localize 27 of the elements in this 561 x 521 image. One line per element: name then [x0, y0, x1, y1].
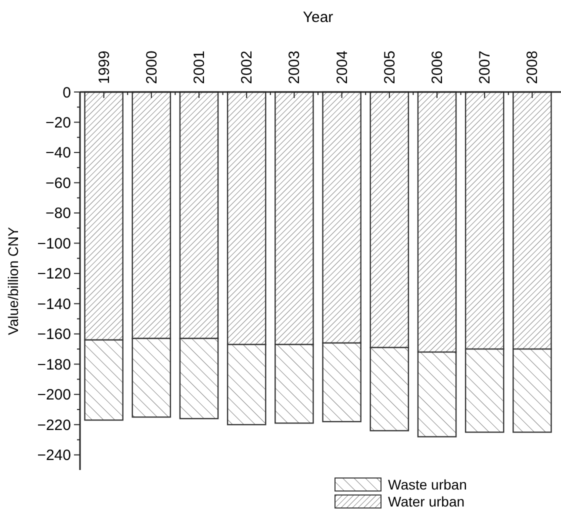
y-tick-label: −60 — [46, 174, 71, 192]
y-tick-label: −160 — [37, 326, 71, 344]
x-tick-label: 2002 — [238, 50, 256, 84]
y-tick-label: −100 — [37, 235, 71, 252]
y-tick-label: −120 — [37, 266, 71, 283]
x-tick-label: 2006 — [429, 50, 446, 84]
y-tick-label: −220 — [37, 416, 71, 434]
x-tick-label: 2001 — [191, 50, 208, 84]
y-tick-label: −240 — [37, 447, 71, 464]
x-tick-label: 2007 — [476, 50, 494, 84]
x-tick-label: 2005 — [381, 50, 398, 84]
x-tick-label: 1999 — [96, 50, 113, 84]
y-tick-label: −20 — [46, 114, 71, 132]
y-tick-label: −200 — [37, 386, 71, 404]
y-tick-label: −140 — [37, 296, 71, 313]
x-tick-label: 2008 — [524, 50, 542, 84]
y-axis-title: Value/billion CNY — [5, 226, 21, 335]
x-tick-label: 2004 — [334, 50, 351, 84]
legend-label: Water urban — [388, 493, 465, 510]
legend-label: Waste urban — [388, 476, 467, 492]
x-axis-title: Year — [302, 9, 334, 26]
y-tick-label: 0 — [62, 84, 71, 102]
x-tick-label: 2003 — [286, 50, 304, 84]
x-tick-label: 2000 — [143, 50, 160, 84]
y-tick-label: −40 — [46, 144, 71, 162]
y-tick-label: −80 — [46, 205, 71, 222]
y-tick-label: −180 — [37, 356, 71, 374]
